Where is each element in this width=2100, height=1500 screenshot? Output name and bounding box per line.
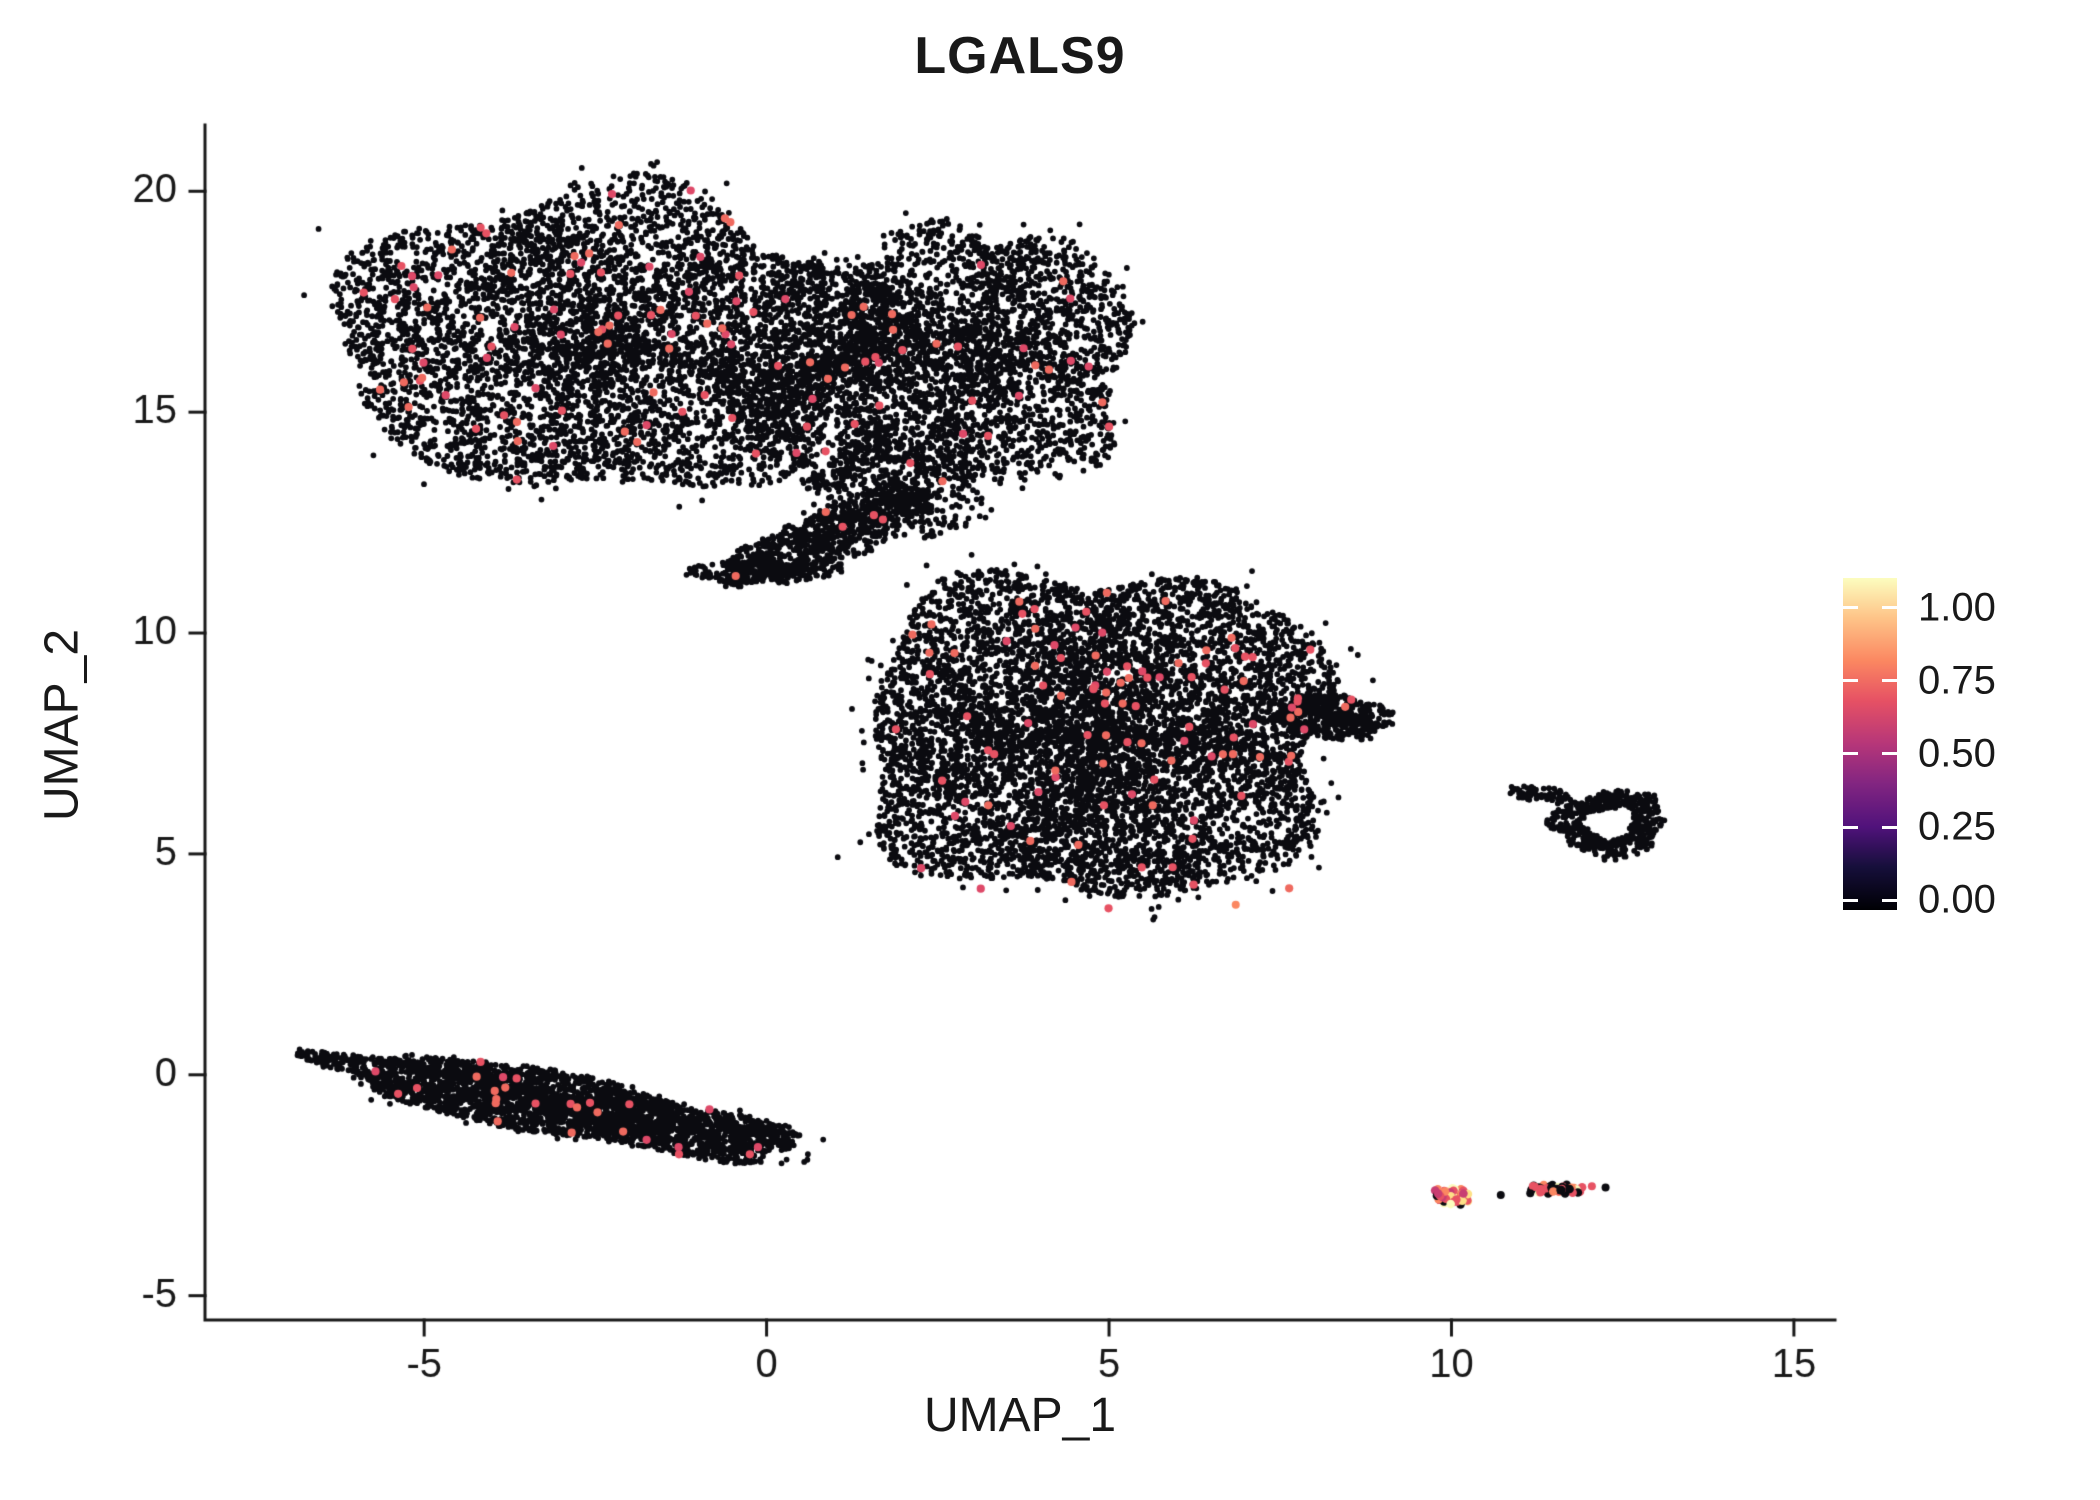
colorbar-label: 0.50 — [1918, 731, 1996, 776]
colorbar-break-tick — [1843, 679, 1858, 683]
colorbar-label: 1.00 — [1918, 585, 1996, 630]
colorbar-label: 0.75 — [1918, 658, 1996, 703]
x-axis-label: UMAP_1 — [923, 1389, 1117, 1442]
colorbar-break-tick — [1882, 606, 1897, 610]
plot-title: LGALS9 — [914, 27, 1126, 85]
colorbar-break-tick — [1882, 752, 1897, 756]
colorbar-break-tick — [1843, 825, 1858, 829]
colorbar-break-tick — [1843, 898, 1858, 902]
colorbar-break-tick — [1882, 679, 1897, 683]
colorbar — [1843, 578, 1897, 910]
colorbar-break-tick — [1882, 825, 1897, 829]
colorbar-label: 0.25 — [1918, 804, 1996, 849]
colorbar-break-tick — [1843, 752, 1858, 756]
colorbar-label: 0.00 — [1918, 877, 1996, 922]
colorbar-break-tick — [1843, 606, 1858, 610]
y-axis-label: UMAP_2 — [35, 628, 89, 822]
colorbar-break-tick — [1882, 898, 1897, 902]
